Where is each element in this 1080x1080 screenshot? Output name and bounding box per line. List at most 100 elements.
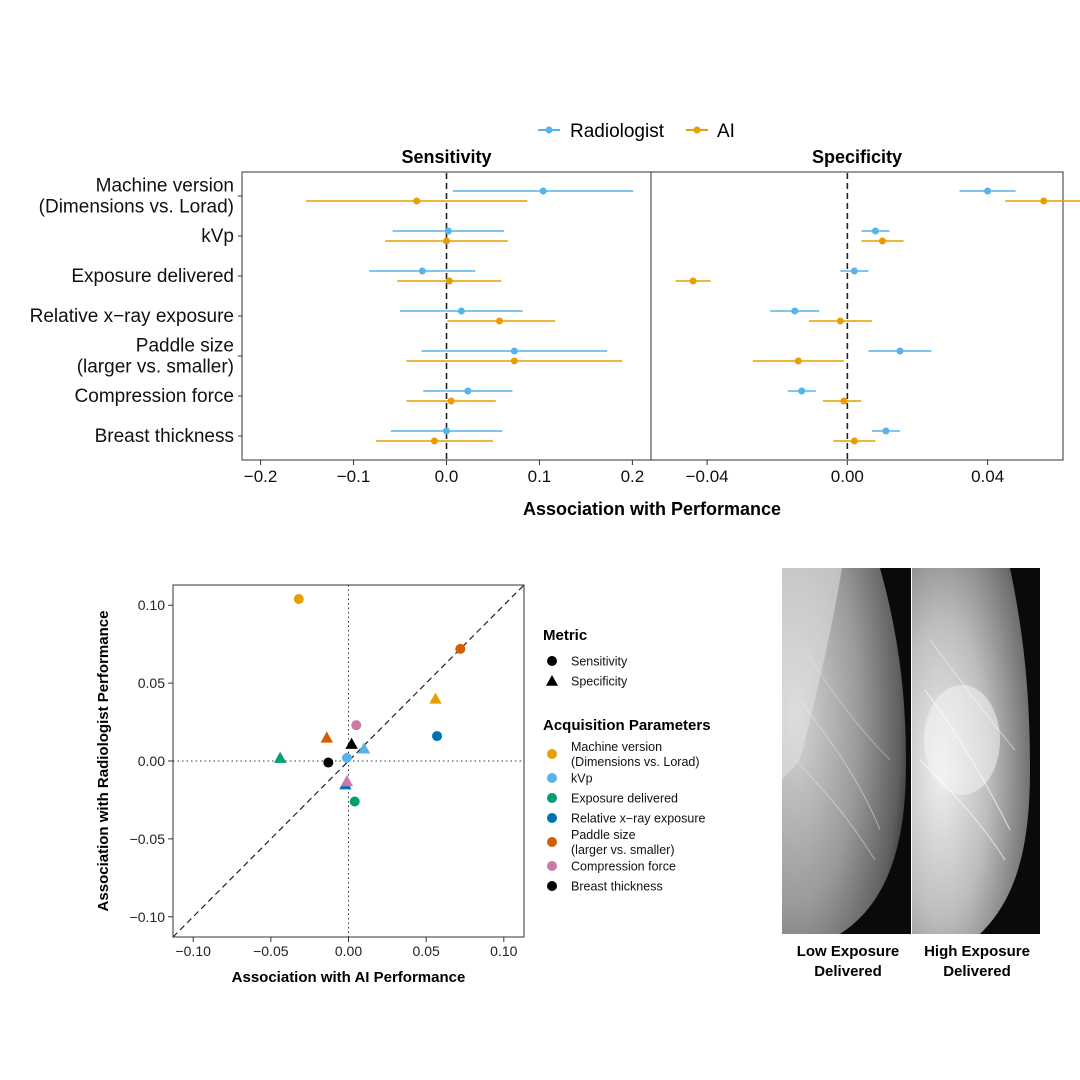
x-tick-label-sensitivity-0: −0.2 <box>244 467 278 486</box>
legend-param-paddle_size-glyph <box>547 837 557 847</box>
legend-param-exposure_delivered-glyph <box>547 793 557 803</box>
sensitivity-ai-point-paddle_size <box>510 357 518 365</box>
legend-metric-specificity-label: Specificity <box>571 675 628 689</box>
scatter-y-tick-label-3: 0.05 <box>138 675 165 691</box>
sensitivity-radiologist-point-breast_thickness <box>443 427 450 435</box>
legend-ai-dot <box>693 126 701 134</box>
scatter-point-breast_thickness-specificity <box>345 737 358 749</box>
scatter-point-compression_force-sensitivity <box>351 720 362 731</box>
specificity-radiologist-point-machine_version <box>984 187 992 195</box>
scatter-point-machine_version-specificity <box>429 692 442 704</box>
legend-param-compression_force-glyph <box>547 861 557 871</box>
legend-params-title: Acquisition Parameters <box>543 717 711 734</box>
legend-metric-specificity-glyph <box>546 675 558 686</box>
legend-top: Radiologist AI <box>538 121 735 142</box>
scatter-point-relative_xray-sensitivity <box>432 731 443 742</box>
panel-title-sensitivity: Sensitivity <box>401 147 491 167</box>
legend-param-kvp-label-line1: kVp <box>571 772 593 786</box>
caption-high-exposure-line1: High Exposure <box>924 943 1030 960</box>
legend-param-paddle_size-label-line1: Paddle size <box>571 828 636 842</box>
sensitivity-radiologist-point-compression_force <box>464 387 472 395</box>
panel-border-specificity <box>650 171 1064 461</box>
forest-marks <box>306 173 1080 459</box>
x-tick-label-specificity-1: 0.00 <box>831 467 864 486</box>
sensitivity-radiologist-point-kvp <box>444 227 452 235</box>
specificity-radiologist-point-relative_xray <box>791 307 799 315</box>
scatter-point-kvp-sensitivity <box>341 752 352 763</box>
specificity-radiologist-point-compression_force <box>798 387 806 395</box>
specificity-ai-point-relative_xray <box>836 317 844 325</box>
legend-param-machine_version-glyph <box>547 749 557 759</box>
sensitivity-radiologist-point-machine_version <box>539 187 547 195</box>
scatter-y-axis-title: Association with Radiologist Performance <box>95 611 112 912</box>
caption-low-exposure-line2: Delivered <box>814 963 882 980</box>
legend-param-breast_thickness-glyph <box>547 881 557 891</box>
scatter-x-tick-label-1: −0.05 <box>253 943 289 959</box>
x-tick-label-specificity-2: 0.04 <box>971 467 1004 486</box>
param-label-exposure_delivered-line1: Exposure delivered <box>71 266 234 287</box>
x-tick-label-specificity-0: −0.04 <box>686 467 729 486</box>
scatter-y-tick-label-2: 0.00 <box>138 753 165 769</box>
scatter-plot: −0.10 −0.10 −0.05 −0.05 0.00 0.00 0.05 0.05 0.10… <box>95 584 525 986</box>
sensitivity-radiologist-point-exposure_delivered <box>418 267 426 275</box>
legend-metric-sensitivity-glyph <box>547 656 557 666</box>
caption-low-exposure-line1: Low Exposure <box>797 943 900 960</box>
param-label-relative_xray-line1: Relative x−ray exposure <box>30 306 234 327</box>
sensitivity-ai-point-compression_force <box>447 397 455 405</box>
scatter-legend: Metric Sensitivity Specificity Acquisitio… <box>543 627 711 894</box>
legend-param-relative_xray-label-line1: Relative x−ray exposure <box>571 812 705 826</box>
forest-x-axis-title: Association with Performance <box>523 499 781 519</box>
scatter-x-tick-label-4: 0.10 <box>490 943 517 959</box>
legend-metric-items: Sensitivity Specificity <box>546 655 628 689</box>
sensitivity-ai-point-exposure_delivered <box>445 277 453 285</box>
sensitivity-radiologist-point-paddle_size <box>510 347 518 355</box>
specificity-ai-point-machine_version <box>1040 197 1048 205</box>
specificity-ai-point-paddle_size <box>794 357 802 365</box>
legend-param-items: Machine version(Dimensions vs. Lorad) kVp… <box>547 740 705 894</box>
panel-title-specificity: Specificity <box>812 147 902 167</box>
caption-high-exposure-line2: Delivered <box>943 963 1011 980</box>
sensitivity-ai-point-breast_thickness <box>430 437 438 445</box>
scatter-point-exposure_delivered-sensitivity <box>349 796 360 807</box>
scatter-x-tick-label-3: 0.05 <box>413 943 440 959</box>
scatter-y-tick-label-1: −0.05 <box>130 831 166 847</box>
scatter-point-compression_force-specificity <box>340 775 354 787</box>
x-tick-label-sensitivity-1: −0.1 <box>337 467 371 486</box>
forest-x-axis: −0.2 −0.1 0.0 0.1 0.2 −0.04 0.00 0.04 <box>244 460 1004 486</box>
x-tick-label-sensitivity-2: 0.0 <box>435 467 459 486</box>
x-tick-label-sensitivity-4: 0.2 <box>621 467 645 486</box>
param-label-machine_version-line2: (Dimensions vs. Lorad) <box>39 197 234 218</box>
param-label-kvp-line1: kVp <box>201 226 234 247</box>
scatter-points <box>273 594 466 807</box>
param-label-breast_thickness-line1: Breast thickness <box>95 426 234 447</box>
scatter-point-paddle_size-specificity <box>320 731 333 743</box>
specificity-ai-point-breast_thickness <box>850 437 858 445</box>
legend-param-compression_force-label-line1: Compression force <box>571 860 676 874</box>
legend-param-machine_version-label-line1: Machine version <box>571 740 662 754</box>
param-label-machine_version-line1: Machine version <box>96 176 234 197</box>
scatter-point-breast_thickness-sensitivity <box>323 757 334 768</box>
scatter-point-kvp-specificity <box>357 742 371 754</box>
param-label-paddle_size-line2: (larger vs. smaller) <box>77 357 234 378</box>
legend-param-breast_thickness-label-line1: Breast thickness <box>571 880 663 894</box>
scatter-y-tick-label-4: 0.10 <box>138 597 165 613</box>
scatter-x-tick-label-0: −0.10 <box>175 943 211 959</box>
legend-param-relative_xray-glyph <box>547 813 557 823</box>
scatter-x-axis-title: Association with AI Performance <box>232 969 466 986</box>
legend-param-exposure_delivered-label-line1: Exposure delivered <box>571 792 678 806</box>
specificity-ai-point-compression_force <box>840 397 848 405</box>
legend-radiologist-dot <box>545 126 553 134</box>
legend-metric-title: Metric <box>543 627 587 644</box>
specificity-radiologist-point-paddle_size <box>896 347 904 355</box>
param-label-paddle_size-line1: Paddle size <box>136 336 234 357</box>
forest-plot: Sensitivity Specificity Machine version(… <box>30 147 1080 519</box>
x-tick-label-sensitivity-3: 0.1 <box>528 467 552 486</box>
sensitivity-ai-point-kvp <box>443 237 450 245</box>
sensitivity-ai-point-machine_version <box>413 197 421 205</box>
scatter-axes: −0.10 −0.10 −0.05 −0.05 0.00 0.00 0.05 0.05 0.10… <box>130 597 518 959</box>
param-label-compression_force-line1: Compression force <box>75 386 234 407</box>
specificity-radiologist-point-exposure_delivered <box>850 267 858 275</box>
scatter-point-paddle_size-sensitivity <box>455 643 466 654</box>
legend-radiologist-label: Radiologist <box>570 121 665 142</box>
